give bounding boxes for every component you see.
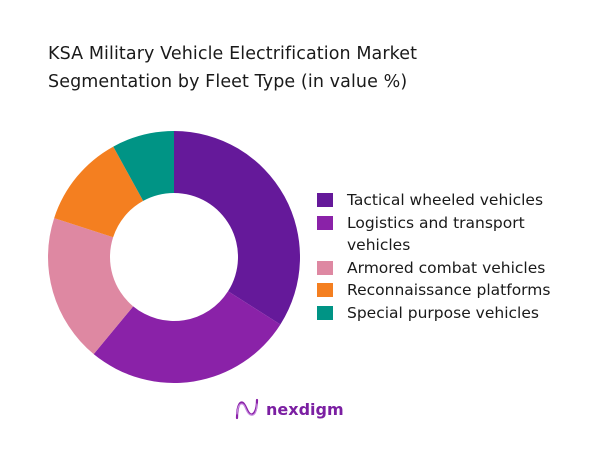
legend-item-tactical: Tactical wheeled vehicles (317, 189, 587, 212)
donut-segment (93, 291, 281, 384)
legend-item-logistics: Logistics and transport vehicles (317, 212, 587, 257)
legend-item-reconnaissance: Reconnaissance platforms (317, 279, 587, 302)
logo-text: nexdigm (266, 399, 344, 419)
legend-item-armored: Armored combat vehicles (317, 257, 587, 280)
legend-label: Special purpose vehicles (347, 303, 539, 322)
donut-segment (174, 131, 301, 325)
legend-swatch (317, 215, 333, 230)
chart-title-line2: Segmentation by Fleet Type (in value %) (48, 72, 408, 92)
legend-label: Armored combat vehicles (347, 258, 546, 277)
legend-label: Reconnaissance platforms (347, 281, 551, 299)
nexdigm-logo: nexdigm (234, 398, 344, 420)
legend-swatch (317, 260, 333, 275)
nexdigm-wave-icon (235, 398, 259, 420)
donut-segment (113, 131, 174, 201)
donut-segment (48, 218, 134, 355)
legend-label: Tactical wheeled vehicles (347, 191, 544, 209)
donut-segment (54, 146, 144, 238)
legend-swatch (317, 283, 333, 297)
legend-swatch (317, 193, 333, 207)
chart-legend: Tactical wheeled vehicles Logistics and … (317, 189, 587, 324)
chart-title: KSA Military Vehicle Electrification Mar… (48, 40, 417, 96)
chart-title-line1: KSA Military Vehicle Electrification Mar… (48, 44, 418, 64)
legend-swatch (317, 305, 333, 320)
legend-label: Logistics and transport vehicles (347, 213, 525, 255)
legend-item-special: Special purpose vehicles (317, 302, 587, 325)
